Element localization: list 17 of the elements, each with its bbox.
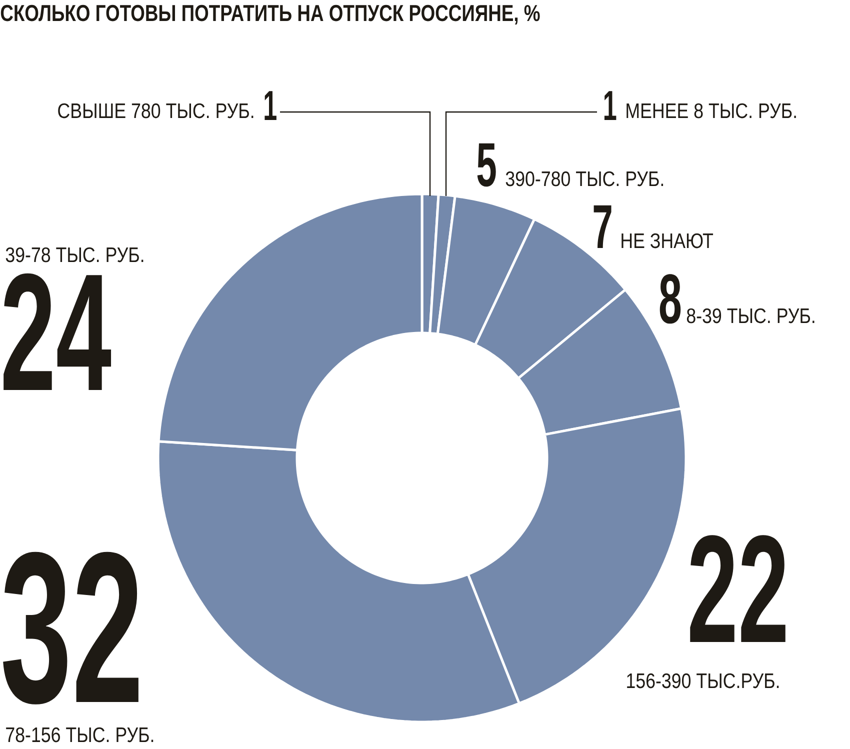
data-label: 32 — [3, 552, 138, 704]
data-label: 22 — [690, 535, 786, 642]
data-label: 24 — [4, 273, 112, 390]
chart-title: СКОЛЬКО ГОТОВЫ ПОТРАТИТЬ НА ОТПУСК РОССИЯНЕ, % — [0, 4, 540, 25]
data-label: 1 — [604, 91, 616, 120]
data-label: 7 — [594, 205, 612, 248]
slice-label: НЕ ЗНАЮТ — [622, 233, 714, 248]
slice-label: СВЫШЕ 780 ТЫС. РУБ. — [58, 103, 254, 118]
slice-label: 156-390 ТЫС.РУБ. — [627, 673, 779, 688]
data-label: 5 — [477, 143, 496, 187]
slice-label: 78-156 ТЫС. РУБ. — [6, 727, 154, 742]
slice-label: 39-78 ТЫС. РУБ. — [6, 247, 144, 262]
slice-label: 8-39 ТЫС. РУБ. — [686, 308, 814, 324]
data-label: 1 — [264, 91, 276, 120]
slice-label: МЕНЕЕ 8 ТЫС. РУБ. — [626, 103, 796, 118]
slice-label: 390-780 ТЫС. РУБ. — [506, 171, 664, 186]
data-label: 8 — [660, 274, 681, 324]
